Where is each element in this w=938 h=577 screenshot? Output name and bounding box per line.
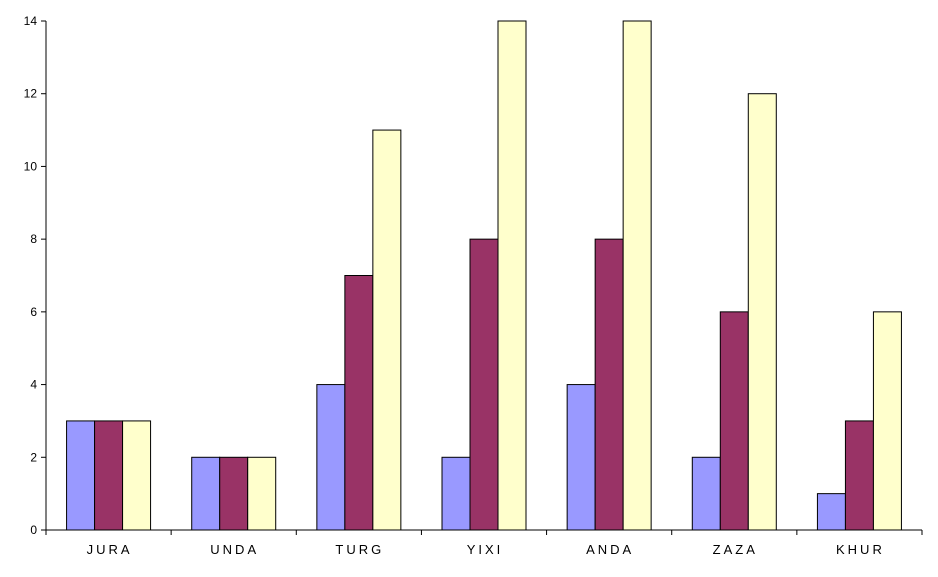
bar-zaza-series-2 — [719, 311, 749, 531]
x-tick-label-khur: KHUR — [836, 542, 885, 557]
y-tick-label: 0 — [30, 523, 37, 537]
x-tick-label-jura: JURA — [87, 542, 133, 557]
y-tick-label: 10 — [24, 159, 38, 173]
y-tick-label: 8 — [30, 232, 37, 246]
y-tick-label: 14 — [24, 14, 38, 28]
bars-layer — [66, 20, 902, 531]
labels-layer: 0 2 4 6 8 10 12 14 JURA UNDA TURG YIXI ANDA ZAZA KHUR — [24, 14, 885, 557]
bar-khur-series-2 — [844, 420, 874, 531]
bar-anda-series-3 — [622, 20, 652, 531]
bar-jura-series-1 — [66, 420, 96, 531]
y-tick-label: 2 — [30, 450, 37, 464]
x-tick-label-yixi: YIXI — [467, 542, 504, 557]
x-tick-label-unda: UNDA — [210, 542, 259, 557]
axes-layer — [41, 20, 923, 535]
bar-yixi-series-1 — [441, 456, 471, 531]
bar-zaza-series-1 — [691, 456, 721, 531]
bar-yixi-series-2 — [469, 238, 499, 531]
bar-anda-series-2 — [594, 238, 624, 531]
x-tick-label-anda: ANDA — [586, 542, 634, 557]
bar-turg-series-2 — [344, 275, 374, 531]
x-tick-label-turg: TURG — [335, 542, 384, 557]
bar-jura-series-3 — [122, 420, 152, 531]
bar-zaza-series-3 — [747, 93, 777, 531]
bar-turg-series-1 — [316, 384, 346, 531]
bar-unda-series-1 — [191, 456, 221, 531]
x-tick-label-zaza: ZAZA — [713, 542, 758, 557]
bar-unda-series-2 — [219, 456, 249, 531]
bar-khur-series-3 — [872, 311, 902, 531]
bar-yixi-series-3 — [497, 20, 527, 531]
bar-unda-series-3 — [247, 456, 277, 531]
bar-jura-series-2 — [94, 420, 124, 531]
y-tick-label: 12 — [24, 87, 38, 101]
bar-anda-series-1 — [566, 384, 596, 531]
bar-turg-series-3 — [372, 129, 402, 531]
bar-khur-series-1 — [816, 493, 846, 531]
y-tick-label: 6 — [30, 305, 37, 319]
y-tick-label: 4 — [30, 378, 37, 392]
